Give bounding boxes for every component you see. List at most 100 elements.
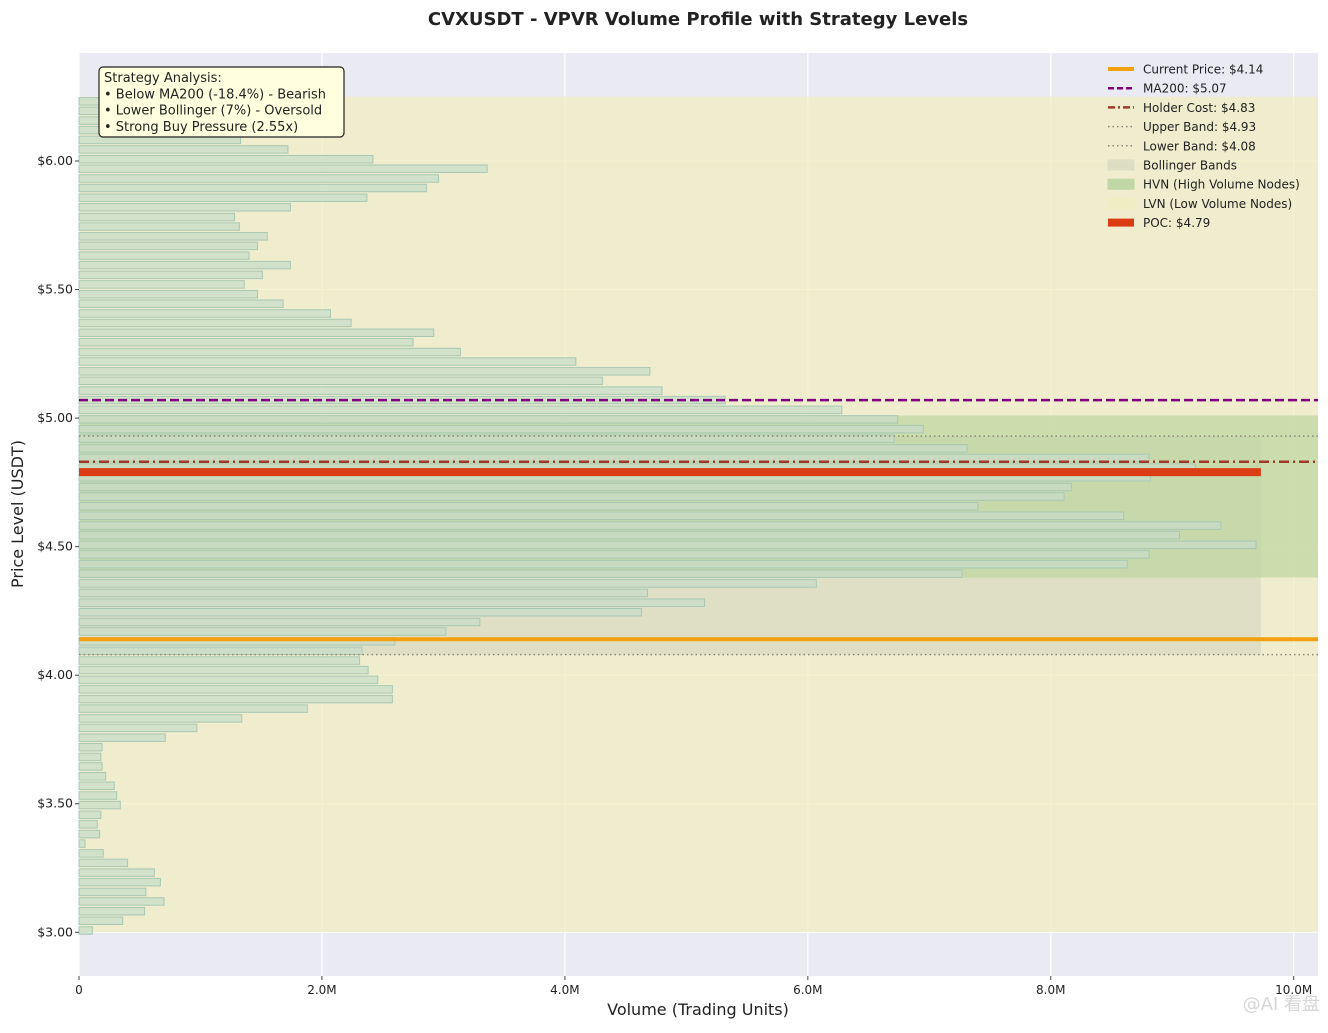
legend-item: HVN (High Volume Nodes) (1107, 178, 1300, 192)
volume-bar (78, 762, 103, 771)
volume-bar (78, 241, 259, 251)
volume-bar (78, 588, 648, 598)
legend-label: MA200: $5.07 (1143, 82, 1227, 96)
legend-item: LVN (Low Volume Nodes) (1107, 197, 1292, 211)
volume-bar (78, 781, 115, 791)
volume-bar (78, 723, 198, 733)
volume-bar (78, 174, 440, 183)
volume-bar (78, 714, 243, 723)
volume-bar (78, 386, 663, 395)
chart-title: CVXUSDT - VPVR Volume Profile with Strat… (428, 9, 968, 30)
volume-bar (78, 260, 291, 270)
volume-bar (78, 810, 102, 820)
volume-bar (78, 367, 651, 376)
volume-bar (78, 521, 1222, 530)
volume-bar (78, 906, 146, 916)
y-tick-label: $5.50 (37, 282, 73, 297)
volume-bar (78, 656, 361, 665)
volume-bar (78, 887, 147, 897)
volume-bar (78, 598, 706, 607)
volume-bar (78, 415, 899, 424)
volume-bar (78, 704, 308, 713)
legend-label: POC: $4.79 (1143, 216, 1210, 230)
volume-bar (78, 579, 817, 588)
volume-bar (78, 511, 1125, 521)
x-tick-label: 4.0M (550, 983, 579, 997)
volume-bar (78, 617, 481, 627)
plot-area (78, 53, 1318, 976)
volume-bar (78, 829, 101, 839)
legend-swatch (1107, 197, 1135, 209)
volume-bar (78, 280, 245, 289)
volume-bar (78, 665, 369, 675)
legend-label: Upper Band: $4.93 (1143, 120, 1256, 134)
volume-bar (78, 916, 124, 925)
volume-bar (78, 338, 414, 347)
volume-bar (78, 347, 461, 357)
x-tick-label: 8.0M (1036, 983, 1065, 997)
volume-bar (78, 530, 1181, 540)
legend-swatch (1107, 178, 1135, 190)
legend-item: Holder Cost: $4.83 (1108, 101, 1255, 115)
volume-bar (78, 858, 129, 868)
y-tick-label: $4.00 (37, 667, 73, 682)
annotation-line: • Strong Buy Pressure (2.55x) (104, 120, 298, 135)
legend-item: POC: $4.79 (1108, 216, 1210, 230)
volume-bar (78, 482, 1072, 492)
y-axis-label: Price Level (USDT) (8, 440, 27, 588)
volume-bar (78, 251, 250, 260)
y-tick-label: $3.50 (37, 796, 73, 811)
volume-bar (78, 164, 488, 173)
volume-bar (78, 212, 235, 222)
volume-bar (78, 694, 393, 704)
annotation-line: • Below MA200 (-18.4%) - Bearish (104, 87, 326, 102)
volume-bar (78, 434, 895, 443)
volume-bar (78, 685, 393, 694)
volume-bar (78, 289, 259, 299)
volume-bar (78, 540, 1257, 550)
legend-label: Bollinger Bands (1143, 159, 1237, 173)
volume-bar (78, 183, 427, 193)
annotation-line: Strategy Analysis: (104, 71, 222, 86)
volume-bar (78, 569, 963, 578)
legend-item: Lower Band: $4.08 (1108, 139, 1256, 153)
volume-bar (78, 733, 166, 742)
volume-bar (78, 926, 93, 935)
volume-bar (78, 675, 379, 685)
volume-bar (78, 550, 1150, 559)
volume-bar (78, 839, 86, 848)
volume-bar (78, 193, 368, 203)
volume-bar (78, 868, 155, 877)
legend-swatch (1107, 159, 1135, 171)
legend-label: Lower Band: $4.08 (1143, 139, 1256, 153)
legend: Current Price: $4.14 MA200: $5.07 Holder C… (1107, 63, 1300, 230)
volume-bar (78, 405, 843, 415)
volume-bar (78, 849, 104, 858)
volume-bar (78, 752, 102, 762)
volume-bar (78, 800, 121, 810)
volume-bar (78, 444, 968, 453)
x-tick-label: 0 (75, 983, 83, 997)
x-tick-label: 10.0M (1275, 983, 1312, 997)
volume-bar (78, 502, 979, 511)
volume-bar (78, 492, 1065, 501)
volume-bar (78, 376, 604, 386)
legend-item: Current Price: $4.14 (1108, 63, 1263, 77)
volume-bar (78, 357, 577, 366)
watermark-text: @AI 看盘 (1243, 994, 1320, 1015)
legend-label: Current Price: $4.14 (1143, 63, 1263, 77)
legend-swatch (1108, 218, 1134, 227)
legend-item: MA200: $5.07 (1108, 82, 1227, 96)
strategy-annotation: Strategy Analysis:• Below MA200 (-18.4%)… (98, 66, 345, 138)
y-tick-label: $3.00 (37, 924, 73, 939)
volume-bar (78, 318, 352, 328)
volume-bar (78, 772, 107, 781)
x-tick-label: 6.0M (793, 983, 822, 997)
volume-bar (78, 877, 161, 887)
volume-bar (78, 559, 1128, 569)
annotation-line: • Lower Bollinger (7%) - Oversold (104, 104, 322, 119)
x-axis-label: Volume (Trading Units) (607, 1000, 789, 1019)
volume-bar (78, 424, 924, 434)
